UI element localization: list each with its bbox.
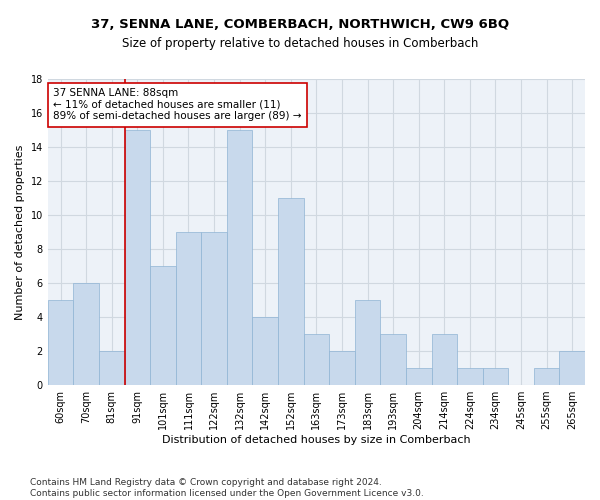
Bar [48,300,73,385]
Bar [329,351,355,385]
X-axis label: Distribution of detached houses by size in Comberbach: Distribution of detached houses by size … [162,435,471,445]
Bar [176,232,201,385]
Bar [73,283,99,385]
Bar [534,368,559,385]
Bar [201,232,227,385]
Bar [278,198,304,385]
Text: Contains HM Land Registry data © Crown copyright and database right 2024.
Contai: Contains HM Land Registry data © Crown c… [30,478,424,498]
Bar [559,351,585,385]
Text: 37 SENNA LANE: 88sqm
← 11% of detached houses are smaller (11)
89% of semi-detac: 37 SENNA LANE: 88sqm ← 11% of detached h… [53,88,302,122]
Text: 37, SENNA LANE, COMBERBACH, NORTHWICH, CW9 6BQ: 37, SENNA LANE, COMBERBACH, NORTHWICH, C… [91,18,509,30]
Bar [355,300,380,385]
Bar [482,368,508,385]
Bar [304,334,329,385]
Bar [380,334,406,385]
Bar [431,334,457,385]
Bar [457,368,482,385]
Bar [253,317,278,385]
Bar [227,130,253,385]
Bar [125,130,150,385]
Text: Size of property relative to detached houses in Comberbach: Size of property relative to detached ho… [122,38,478,51]
Bar [150,266,176,385]
Bar [406,368,431,385]
Y-axis label: Number of detached properties: Number of detached properties [15,144,25,320]
Bar [99,351,125,385]
